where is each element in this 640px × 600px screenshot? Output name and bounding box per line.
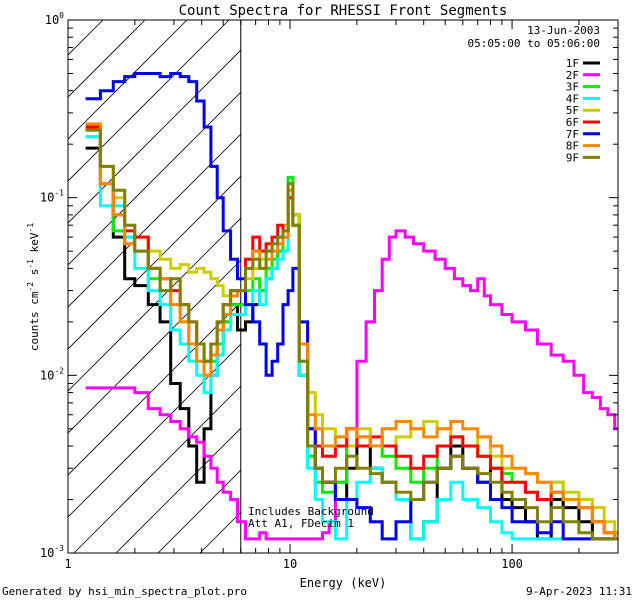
date-annotation: 13-Jun-2003 <box>527 24 600 37</box>
hatch-line <box>68 20 272 224</box>
legend-label-5F: 5F <box>566 104 579 117</box>
hatch-mask <box>240 20 618 553</box>
y-axis-label-end: keV <box>28 232 41 259</box>
hatch-line <box>68 20 188 140</box>
x-tick-label: 1 <box>64 557 71 571</box>
y-tick-label: 10-1 <box>40 189 64 205</box>
series-8F-line <box>85 122 618 541</box>
x-tick-label: 10 <box>283 557 297 571</box>
y-tick-label-base: 10 <box>40 546 54 560</box>
legend-label-3F: 3F <box>566 81 579 94</box>
y-axis-label-mid: s <box>28 269 41 282</box>
series-layer <box>85 72 618 541</box>
y-tick-label: 10-3 <box>40 544 64 560</box>
y-tick-label-exp: -2 <box>54 366 64 375</box>
y-axis-label-exp2: -1 <box>26 259 35 269</box>
series-9F-line <box>85 128 618 541</box>
series-7F-line <box>85 72 618 541</box>
y-tick-label: 100 <box>45 11 64 27</box>
attenuator-hatch-region <box>68 20 618 553</box>
y-tick-label-exp: -3 <box>54 544 64 553</box>
y-tick-label-base: 10 <box>40 368 54 382</box>
y-axis-label: counts cm-2 s-1 keV-1 <box>26 223 41 351</box>
plot-frame <box>67 19 619 554</box>
chart-title: Count Spectra for RHESSI Front Segments <box>179 3 508 19</box>
y-tick-label: 10-2 <box>40 366 64 382</box>
background-annotation: Includes Background <box>248 505 374 518</box>
legend-label-9F: 9F <box>566 151 579 164</box>
time-range-annotation: 05:05:00 to 05:06:00 <box>468 37 600 50</box>
hatch-line <box>68 20 314 266</box>
y-tick-label-exp: -1 <box>54 189 64 198</box>
legend-label-2F: 2F <box>566 69 579 82</box>
y-axis-label-exp3: -1 <box>26 223 35 233</box>
y-axis-label-exp1: -2 <box>26 282 35 292</box>
attenuator-annotation: Att A1, FDecim 1 <box>248 517 354 530</box>
legend-label-8F: 8F <box>566 140 579 153</box>
x-tick-label: 100 <box>501 557 523 571</box>
hatch-line <box>68 20 146 98</box>
hatch-line <box>68 20 230 182</box>
legend-label-1F: 1F <box>566 57 579 70</box>
y-tick-label-base: 10 <box>40 191 54 205</box>
legend-label-4F: 4F <box>566 92 579 105</box>
legend-label-7F: 7F <box>566 128 579 141</box>
y-tick-label-exp: 0 <box>59 11 64 20</box>
x-axis-label: Energy (keV) <box>300 576 387 590</box>
y-axis-label-main: counts cm <box>28 291 41 351</box>
legend-label-6F: 6F <box>566 116 579 129</box>
footer-generated-by: Generated by hsi_min_spectra_plot.pro <box>2 585 247 598</box>
series-2F-line <box>85 229 618 541</box>
y-tick-label-base: 10 <box>45 13 59 27</box>
footer-timestamp: 9-Apr-2023 11:31 <box>526 585 632 598</box>
